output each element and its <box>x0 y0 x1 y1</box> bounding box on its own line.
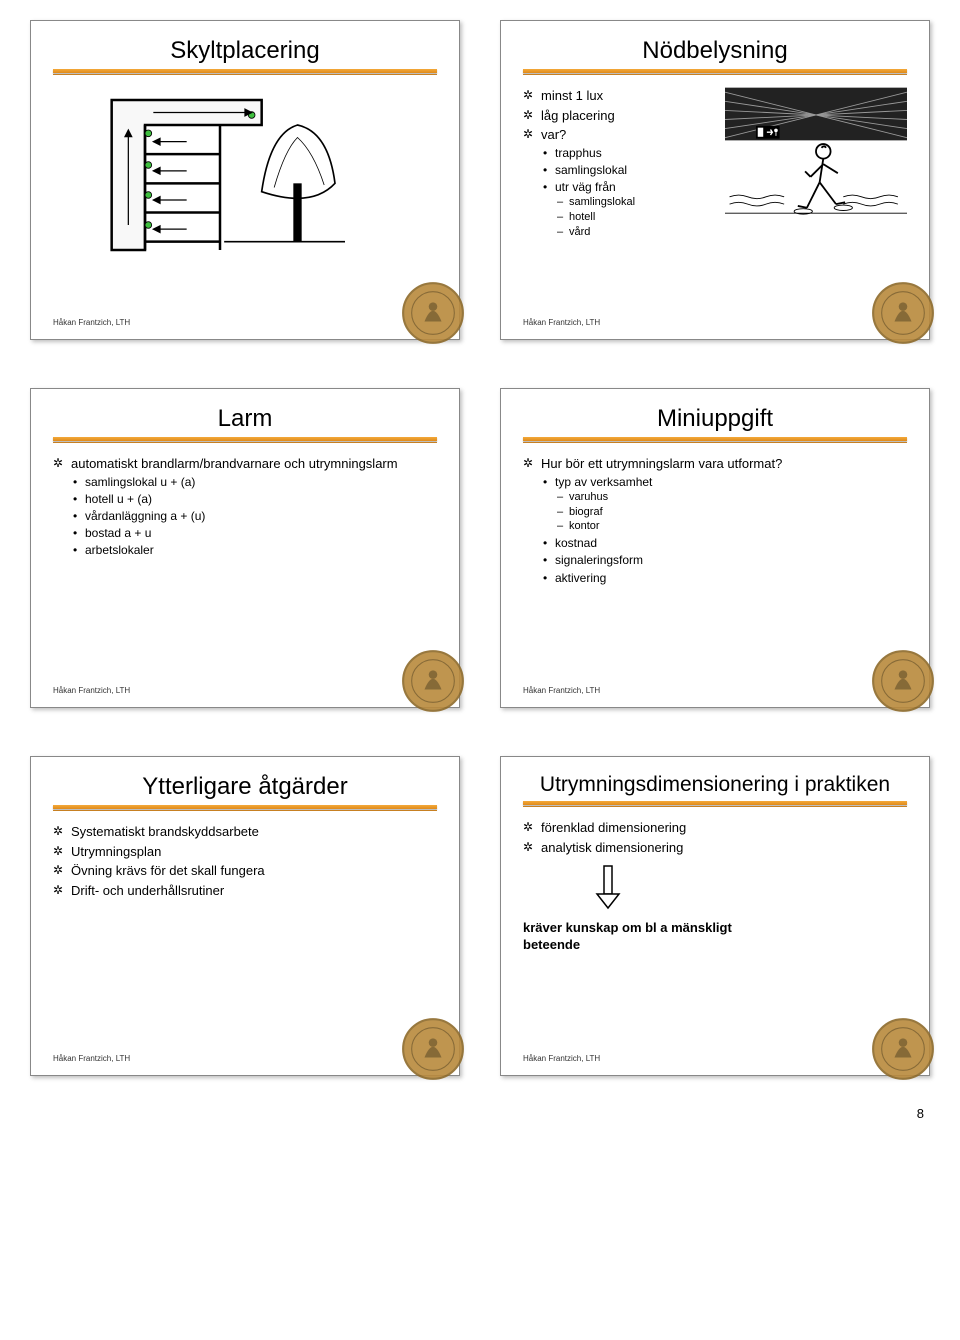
sub-bullet: arbetslokaler <box>71 542 437 558</box>
bullet: förenklad dimensionering <box>523 819 907 837</box>
slide-miniuppgift: Miniuppgift Hur bör ett utrymningslarm v… <box>500 388 930 708</box>
slide-grid: Skyltplacering <box>30 20 930 1076</box>
bullet: Drift- och underhållsrutiner <box>53 882 437 900</box>
bullet-text: automatiskt brandlarm/brandvarnare och u… <box>71 456 398 471</box>
title-rule <box>523 69 907 75</box>
bullet: analytisk dimensionering <box>523 839 907 857</box>
slide-title: Miniuppgift <box>523 405 907 433</box>
slide-ytterligare: Ytterligare åtgärder Systematiskt brands… <box>30 756 460 1076</box>
slide-title: Ytterligare åtgärder <box>53 773 437 801</box>
sub-bullet: signaleringsform <box>541 552 907 568</box>
subsub-bullet: hotell <box>555 210 715 225</box>
bullet: Utrymningsplan <box>53 843 437 861</box>
bullet: var? trapphus samlingslokal utr väg från… <box>523 126 715 240</box>
subsub-bullet: kontor <box>555 519 907 534</box>
bullet: låg placering <box>523 107 715 125</box>
note-text: kräver kunskap om bl a mänskligt beteend… <box>523 919 753 954</box>
slide-nodbelysning: Nödbelysning minst 1 lux låg placering v… <box>500 20 930 340</box>
bullet-text: Hur bör ett utrymningslarm vara utformat… <box>541 456 782 471</box>
sub-bullet: bostad a + u <box>71 525 437 541</box>
slide-title: Skyltplacering <box>53 37 437 65</box>
bullet: Hur bör ett utrymningslarm vara utformat… <box>523 455 907 586</box>
title-rule <box>53 69 437 75</box>
sub-bullet: kostnad <box>541 535 907 551</box>
sub-bullet: typ av verksamhet varuhus biograf kontor <box>541 474 907 535</box>
slide-title: Larm <box>53 405 437 433</box>
slide-utrymningsdim: Utrymningsdimensionering i praktiken för… <box>500 756 930 1076</box>
sub-bullet-text: utr väg från <box>555 180 616 194</box>
footer-credit: Håkan Frantzich, LTH <box>523 318 907 327</box>
bullet: Övning krävs för det skall fungera <box>53 862 437 880</box>
page-number: 8 <box>30 1106 930 1121</box>
title-rule <box>523 437 907 443</box>
subsub-bullet: biograf <box>555 505 907 520</box>
subsub-bullet: varuhus <box>555 490 907 505</box>
footer-credit: Håkan Frantzich, LTH <box>523 1054 907 1063</box>
title-rule <box>53 437 437 443</box>
sub-bullet: samlingslokal <box>541 162 715 178</box>
sub-bullet: aktivering <box>541 570 907 586</box>
footer-credit: Håkan Frantzich, LTH <box>53 318 437 327</box>
subsub-bullet: vård <box>555 225 715 240</box>
title-rule <box>53 805 437 811</box>
sub-bullet-text: typ av verksamhet <box>555 475 652 489</box>
sub-bullet: trapphus <box>541 145 715 161</box>
slide-larm: Larm automatiskt brandlarm/brandvarnare … <box>30 388 460 708</box>
sub-bullet: vårdanläggning a + (u) <box>71 508 437 524</box>
arrow-down-icon <box>593 864 623 910</box>
footer-credit: Håkan Frantzich, LTH <box>523 686 907 695</box>
bullet: Systematiskt brandskyddsarbete <box>53 823 437 841</box>
title-rule <box>523 801 907 807</box>
sub-bullet: utr väg från samlingslokal hotell vård <box>541 179 715 240</box>
footer-credit: Håkan Frantzich, LTH <box>53 686 437 695</box>
sub-bullet: hotell u + (a) <box>71 491 437 507</box>
corridor-illustration <box>725 85 907 318</box>
bullet: minst 1 lux <box>523 87 715 105</box>
subsub-bullet: samlingslokal <box>555 195 715 210</box>
bullet-text: var? <box>541 127 566 142</box>
slide-title: Utrymningsdimensionering i praktiken <box>523 773 907 797</box>
floorplan-illustration <box>53 85 437 314</box>
footer-credit: Håkan Frantzich, LTH <box>53 1054 437 1063</box>
slide-title: Nödbelysning <box>523 37 907 65</box>
bullet: automatiskt brandlarm/brandvarnare och u… <box>53 455 437 558</box>
sub-bullet: samlingslokal u + (a) <box>71 474 437 490</box>
slide-skyltplacering: Skyltplacering <box>30 20 460 340</box>
